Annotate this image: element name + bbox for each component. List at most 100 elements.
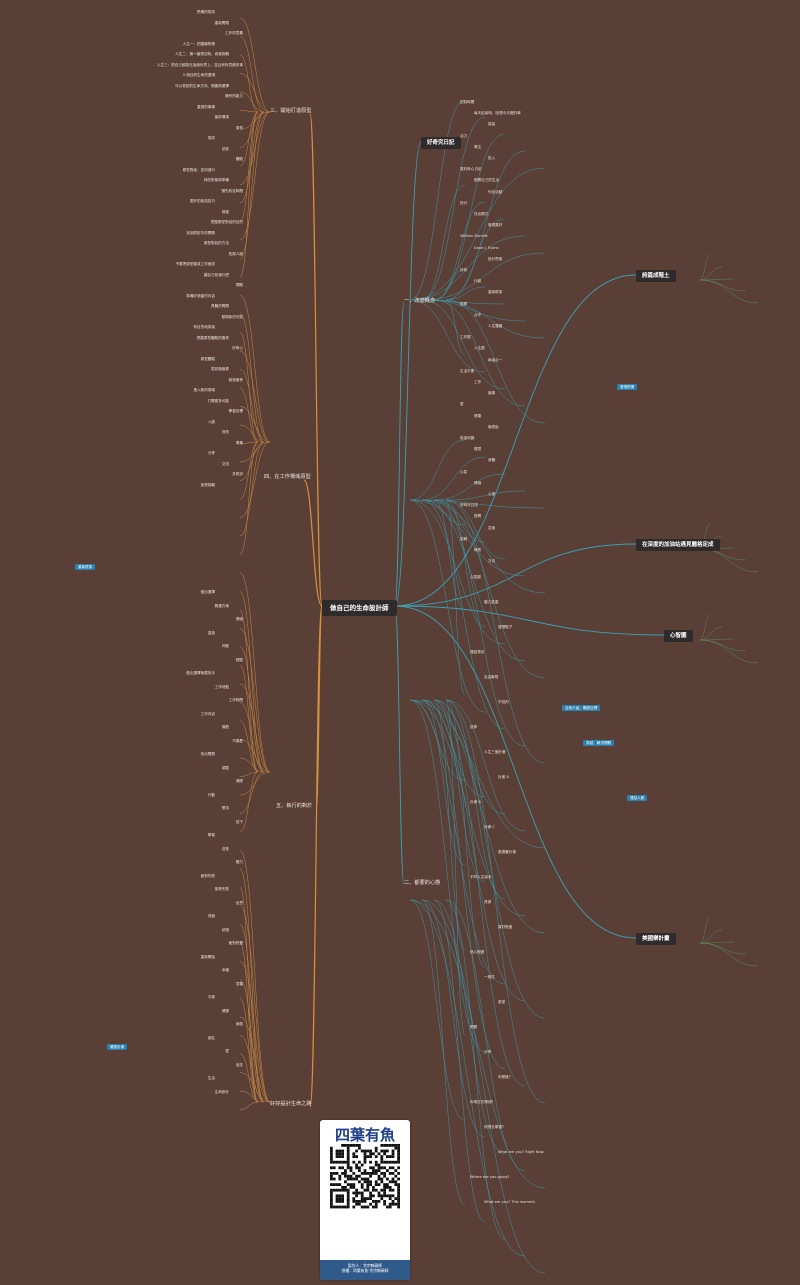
left-labels-item[interactable]: 重新問題 <box>214 20 229 25</box>
right-labels-2-item[interactable]: 不同人生版本 <box>470 875 492 879</box>
right-labels-2-item[interactable]: 延伸 <box>470 725 478 729</box>
left-labels-2-item[interactable]: 朋友 <box>207 1035 215 1040</box>
left-labels-item[interactable]: 原型對話的方法 <box>203 241 229 245</box>
right-labels-2-item[interactable]: 喜好程度 <box>498 925 513 929</box>
left-labels-2-item[interactable]: 成長 <box>221 846 229 851</box>
right-labels-item[interactable]: 情緒 <box>474 480 482 485</box>
right-labels-2-item[interactable]: 你想去哪裡? <box>484 1125 504 1129</box>
left-labels-item[interactable]: 致謝 <box>221 209 229 214</box>
right-labels-2-item[interactable]: 連結想法 <box>470 650 485 654</box>
right-labels-2-item[interactable]: What are you? Right Now. <box>498 1150 545 1154</box>
right-labels-item[interactable]: 心智 <box>460 469 468 474</box>
left-labels-item[interactable]: 把握原型體驗的機會 <box>196 335 229 340</box>
poem-node[interactable]: 詩篇成階土 <box>636 270 676 282</box>
left-labels-item[interactable]: 把握原型對話的目的 <box>210 220 243 224</box>
right-labels-item[interactable]: 評分 <box>460 200 468 205</box>
right-labels-item[interactable]: 投入 <box>488 156 496 160</box>
curiosity-journal-node[interactable]: 好奇究日記 <box>421 137 461 149</box>
right-labels-item[interactable]: 愛 <box>460 402 464 407</box>
left-labels-2-item[interactable]: 適應 <box>235 779 243 783</box>
left-labels-item[interactable]: 交流 <box>221 461 229 466</box>
left-labels-item[interactable]: 原型對話：如何進行 <box>182 167 215 172</box>
chip-solve[interactable]: 穿越、解決問題 <box>583 740 615 747</box>
left-labels-item[interactable]: 重視的事情 <box>197 104 215 109</box>
branch-work-prototype[interactable]: 四、在工作場域原型 <box>264 474 311 480</box>
right-labels-item[interactable]: 好時光日誌 <box>460 503 478 508</box>
left-labels-item[interactable]: 接受挑戰 <box>200 482 215 487</box>
left-labels-2-item[interactable]: 接受失敗 <box>214 887 229 891</box>
left-labels-2-item[interactable]: 篩選方案 <box>214 603 229 608</box>
right-labels-item[interactable]: 冒險 <box>474 447 482 452</box>
left-labels-item[interactable]: 學習目標 <box>228 409 243 413</box>
left-labels-2-item[interactable]: 做出選擇 <box>200 590 215 594</box>
left-labels-2-item[interactable]: 判斷 <box>221 644 229 648</box>
branch-execution[interactable]: 五、執行的對於 <box>276 803 313 809</box>
right-labels-2-item[interactable]: 計畫 A <box>498 775 509 779</box>
mind-map-node[interactable]: 心智圖 <box>664 630 693 642</box>
left-labels-item[interactable]: 有目的地探索 <box>193 325 215 329</box>
left-labels-item[interactable]: 分享 <box>207 451 215 455</box>
left-labels-item[interactable]: 訪談 <box>221 146 229 151</box>
left-labels-item[interactable]: 人生二：擁一番想法與，而被挑戰 <box>175 52 229 56</box>
left-labels-item[interactable]: 找到原型中的問題 <box>186 230 215 235</box>
left-labels-item[interactable]: 發現新的可能 <box>221 314 243 319</box>
right-labels-item[interactable]: Dave J. Evans <box>474 245 499 250</box>
right-labels-2-item[interactable]: 分享 <box>484 1050 492 1054</box>
right-labels-2-item[interactable]: 腦力激盪 <box>484 600 499 604</box>
left-labels-item[interactable]: 專業 <box>235 440 243 445</box>
chip-plan[interactable]: 確認計畫 <box>107 1044 128 1051</box>
left-labels-item[interactable]: 進入新的領域 <box>193 388 215 392</box>
gas-station-node[interactable]: 在深度的加油站遇見麗格定成 <box>636 539 720 551</box>
left-labels-2-item[interactable]: 改變 <box>207 914 215 918</box>
right-labels-item[interactable]: 機會 <box>474 548 482 552</box>
right-labels-item[interactable]: 行動 <box>474 279 482 284</box>
right-labels-item[interactable]: 儀表板 <box>488 424 499 429</box>
right-labels-item[interactable]: 身體 <box>488 458 496 463</box>
left-labels-item[interactable]: 好奇心 <box>232 346 243 350</box>
left-labels-2-item[interactable]: 家庭 <box>235 1022 243 1026</box>
right-labels-2-item[interactable]: 計畫 B <box>470 800 481 804</box>
branch-concept[interactable]: 一、改變概念 <box>404 298 436 304</box>
right-labels-item[interactable]: 人生羅盤 <box>488 324 503 328</box>
right-labels-item[interactable]: 生活平衡 <box>460 368 475 373</box>
chip-reframe[interactable]: 重新框架 <box>75 564 96 571</box>
chip-passion[interactable]: 發現熱情 <box>617 384 638 391</box>
odyssey-plan-node[interactable]: 美國樂計畫 <box>636 933 676 945</box>
right-labels-2-item[interactable]: 發想點子 <box>498 625 513 629</box>
left-labels-2-item[interactable]: 調整 <box>221 765 229 770</box>
left-labels-2-item[interactable]: 工作內容 <box>200 711 215 716</box>
left-labels-item[interactable]: 人生一：把握最熱情 <box>182 41 215 46</box>
branch-life-design[interactable]: 好好設計生命之路 <box>270 1101 312 1107</box>
left-labels-2-item[interactable]: 工作地點 <box>214 684 229 689</box>
left-labels-2-item[interactable]: 不喜歡 <box>232 738 243 743</box>
left-labels-2-item[interactable]: 信念 <box>235 1062 243 1067</box>
right-labels-2-item[interactable]: 信心程度 <box>470 950 485 954</box>
right-labels-item[interactable]: 發現喜好 <box>488 223 503 228</box>
branch-mindset[interactable]: 二、都要的心態 <box>404 880 441 886</box>
right-labels-item[interactable]: 寫好奇心日記 <box>460 167 482 172</box>
left-labels-2-item[interactable]: 平衡 <box>207 995 215 999</box>
left-labels-item[interactable]: 更好的談話技巧 <box>189 199 215 203</box>
right-labels-2-item[interactable]: 人生三個計畫 <box>484 750 506 754</box>
left-labels-item[interactable]: 不要把原型當成工作面試 <box>175 262 215 266</box>
right-labels-item[interactable]: 覺察 <box>460 301 468 306</box>
left-labels-item[interactable]: 資訊 <box>221 430 229 434</box>
left-labels-item[interactable]: 具體的問題 <box>211 304 229 308</box>
left-labels-item[interactable]: 嘗試做做看 <box>211 367 229 371</box>
left-labels-item[interactable]: 問題 <box>235 283 243 287</box>
right-labels-item[interactable]: 提問 <box>474 514 482 519</box>
left-labels-2-item[interactable]: 經驗 <box>235 657 243 662</box>
left-labels-item[interactable]: 體驗 <box>235 157 243 161</box>
right-labels-item[interactable]: 工作觀 <box>460 335 471 340</box>
chip-intro[interactable]: 自我介紹、職涯目標 <box>562 705 601 712</box>
left-labels-item[interactable]: 5 個目前生命的選項 <box>182 73 215 77</box>
right-labels-item[interactable]: 娛樂 <box>488 391 496 396</box>
right-labels-2-item[interactable]: 問題 <box>470 1025 478 1029</box>
left-labels-2-item[interactable]: 堅持 <box>221 806 229 810</box>
right-labels-2-item[interactable]: 不批判 <box>498 700 509 704</box>
left-labels-2-item[interactable]: 重新開始 <box>200 954 215 959</box>
central-topic[interactable]: 做自己的生命設計師 <box>322 600 397 616</box>
left-labels-2-item[interactable]: 學習 <box>207 833 215 837</box>
right-labels-2-item[interactable]: Where are you going? <box>470 1175 510 1179</box>
right-labels-item[interactable]: 記錄時間 <box>460 100 475 104</box>
